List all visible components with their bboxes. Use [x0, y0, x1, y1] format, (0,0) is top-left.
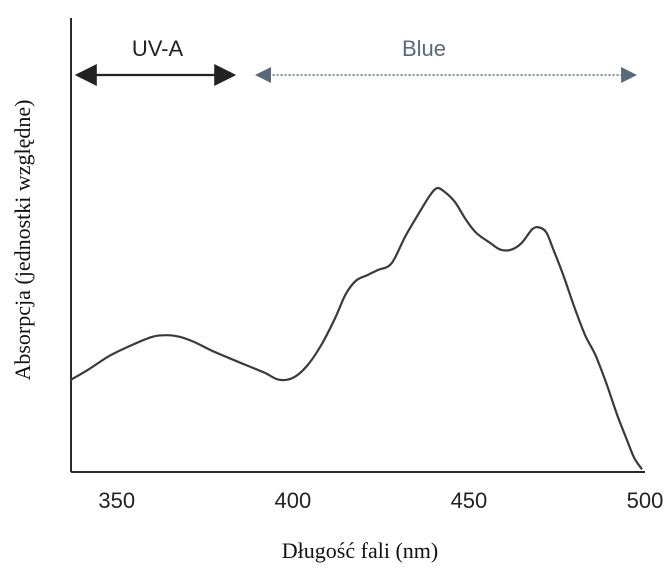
absorption-curve — [69, 186, 643, 470]
x-axis-title: Długość fali (nm) — [282, 538, 438, 563]
x-tick-label-350: 350 — [98, 488, 135, 513]
series-group — [69, 186, 643, 470]
y-axis-title: Absorpcja (jednostki względne) — [10, 99, 35, 380]
x-tick-label-500: 500 — [627, 488, 664, 513]
x-tick-label-400: 400 — [274, 488, 311, 513]
band-label-blue: Blue — [402, 36, 446, 61]
x-tick-labels: 350 400 450 500 — [98, 488, 663, 513]
band-label-uv-a: UV-A — [132, 36, 184, 61]
wavelength-bands: UV-A Blue — [74, 36, 638, 86]
x-tick-label-450: 450 — [451, 488, 488, 513]
